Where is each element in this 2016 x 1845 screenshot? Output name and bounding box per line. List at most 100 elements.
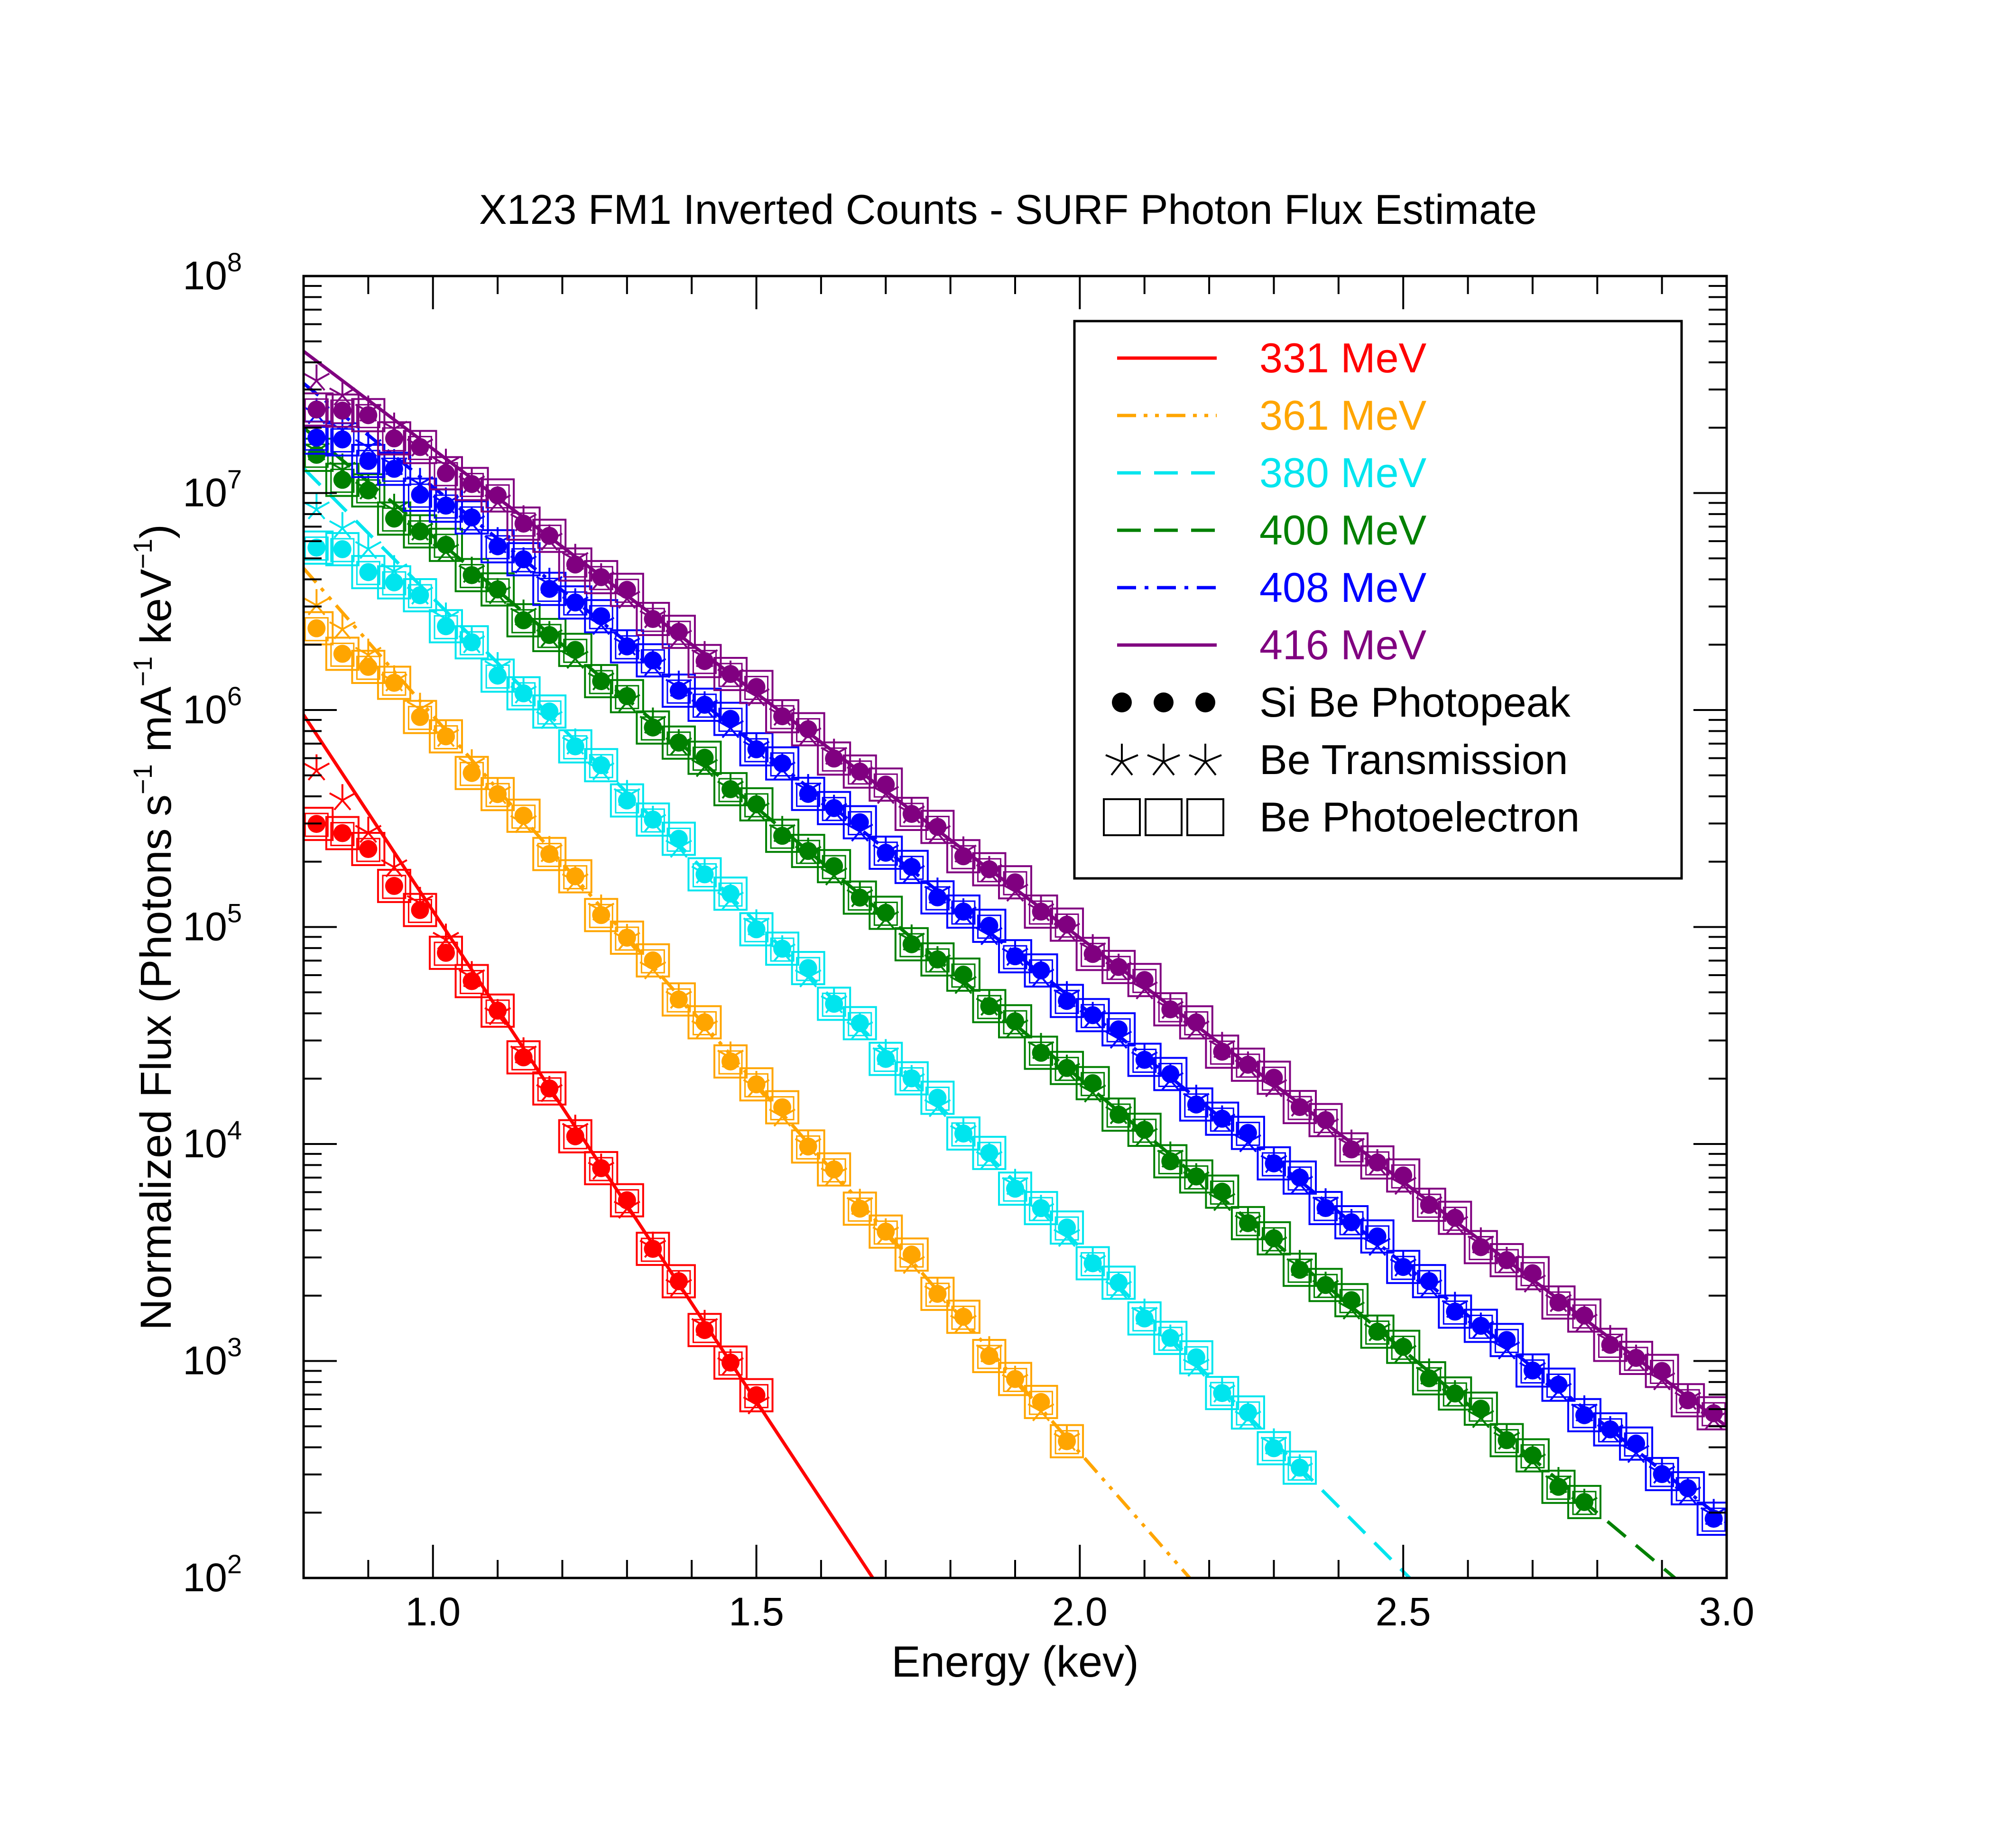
photopeak-marker: [411, 708, 429, 726]
series-line: [304, 426, 1676, 1578]
transmission-marker: [1467, 1227, 1494, 1254]
photopeak-marker: [489, 785, 507, 803]
photoelectron-marker: [1624, 1432, 1648, 1457]
transmission-marker: [1545, 1467, 1572, 1494]
photoelectron-marker: [925, 815, 950, 840]
photopeak-marker: [1161, 1000, 1180, 1019]
photoelectron-marker: [558, 859, 592, 894]
photopeak-marker: [489, 666, 507, 685]
legend-square-marker: [1186, 798, 1224, 836]
photoelectron-marker: [817, 791, 851, 825]
photoelectron-marker: [1261, 1227, 1286, 1252]
series-line: [304, 567, 1191, 1578]
photoelectron-marker: [739, 787, 774, 821]
x-tick-label: 2.0: [1052, 1589, 1108, 1634]
photoelectron-marker: [817, 1152, 851, 1187]
photoelectron-marker: [584, 748, 619, 783]
photopeak-marker: [747, 740, 766, 758]
photoelectron-marker: [1567, 1298, 1601, 1333]
photoelectron-marker: [869, 1214, 903, 1249]
photoelectron-marker: [1520, 1262, 1545, 1286]
transmission-marker: [872, 1039, 899, 1066]
photoelectron-marker: [1179, 1005, 1213, 1040]
photoelectron-marker: [1463, 1309, 1498, 1343]
transmission-marker: [329, 512, 356, 538]
photopeak-marker: [928, 888, 947, 907]
photoelectron-marker: [1024, 1384, 1058, 1419]
photoelectron-marker: [744, 1384, 769, 1409]
y-tick-base: 10: [183, 253, 227, 298]
photopeak-marker: [385, 673, 403, 692]
photopeak-marker: [721, 885, 740, 903]
photoelectron-marker: [894, 1237, 929, 1272]
photopeak-marker: [1006, 947, 1024, 966]
y-tick-exp: 3: [227, 1332, 242, 1362]
photopeak-marker: [462, 475, 481, 493]
y-tick-base: 10: [183, 1338, 227, 1383]
photopeak-marker: [333, 645, 351, 663]
photopeak-marker: [644, 951, 662, 969]
photoelectron-marker: [1029, 959, 1054, 984]
photopeak-marker: [1161, 1152, 1180, 1171]
y-tick-label: 104: [183, 1115, 242, 1166]
transmission-marker: [846, 1189, 873, 1215]
photopeak-marker: [1058, 915, 1076, 934]
transmission-marker: [639, 707, 666, 734]
photoelectron-marker: [325, 637, 360, 671]
photoelectron-marker: [1412, 1264, 1446, 1299]
photopeak-marker: [980, 1144, 999, 1162]
photoelectron-marker: [1515, 1256, 1550, 1291]
transmission-marker: [355, 533, 382, 559]
photoelectron-marker: [1205, 1101, 1239, 1136]
photoelectron-marker: [356, 450, 380, 474]
photoelectron-marker: [873, 773, 898, 798]
transmission-marker: [743, 909, 770, 936]
photopeak-marker: [540, 702, 559, 721]
photoelectron-marker: [1230, 1047, 1265, 1082]
transmission-marker: [1209, 1032, 1236, 1058]
photoelectron-marker: [972, 1135, 1007, 1170]
photoelectron-marker: [640, 649, 665, 673]
photopeak-marker: [385, 460, 403, 478]
photoelectron-marker: [377, 868, 411, 903]
photoelectron-marker: [869, 767, 903, 802]
photoelectron-marker: [1308, 1103, 1343, 1137]
transmission-marker: [304, 754, 330, 781]
photopeak-marker: [851, 1199, 869, 1218]
y-axis-label-exp2: −1: [128, 656, 157, 687]
photoelectron-marker: [1024, 1191, 1058, 1226]
photopeak-marker: [1291, 1168, 1309, 1187]
legend-label: 331 MeV: [1259, 334, 1427, 381]
photoelectron-marker: [1365, 1225, 1390, 1250]
photoelectron-marker: [873, 902, 898, 926]
photoelectron-marker: [1230, 1395, 1265, 1430]
photoelectron-marker: [687, 740, 722, 775]
photoelectron-marker: [563, 638, 588, 663]
transmission-marker: [510, 600, 537, 626]
photoelectron-marker: [304, 398, 329, 423]
photopeak-marker: [1058, 1218, 1076, 1237]
photopeak-marker: [721, 780, 740, 798]
photoelectron-marker: [1567, 1485, 1601, 1519]
photopeak-marker: [359, 406, 378, 424]
photoelectron-marker: [481, 993, 515, 1028]
y-axis-label-exp3: −1: [128, 539, 157, 569]
photoelectron-marker: [770, 1096, 795, 1121]
photoelectron-marker: [1391, 1336, 1415, 1360]
photopeak-marker: [1679, 1391, 1697, 1410]
photoelectron-marker: [1489, 1243, 1524, 1277]
photoelectron-marker: [1081, 1072, 1105, 1097]
photoelectron-marker: [304, 617, 329, 642]
y-tick-exp: 5: [227, 898, 242, 928]
y-tick-base: 10: [183, 904, 227, 949]
transmission-marker: [1312, 1188, 1339, 1215]
photopeak-marker: [928, 1089, 947, 1107]
photoelectron-marker: [636, 643, 670, 678]
photoelectron-marker: [304, 530, 334, 565]
transmission-marker: [1054, 981, 1081, 1007]
photoelectron-marker: [1650, 1359, 1674, 1384]
photoelectron-marker: [1179, 1340, 1213, 1375]
photoelectron-marker: [1132, 969, 1157, 993]
series-line: [304, 714, 874, 1578]
transmission-marker: [976, 1336, 1003, 1363]
